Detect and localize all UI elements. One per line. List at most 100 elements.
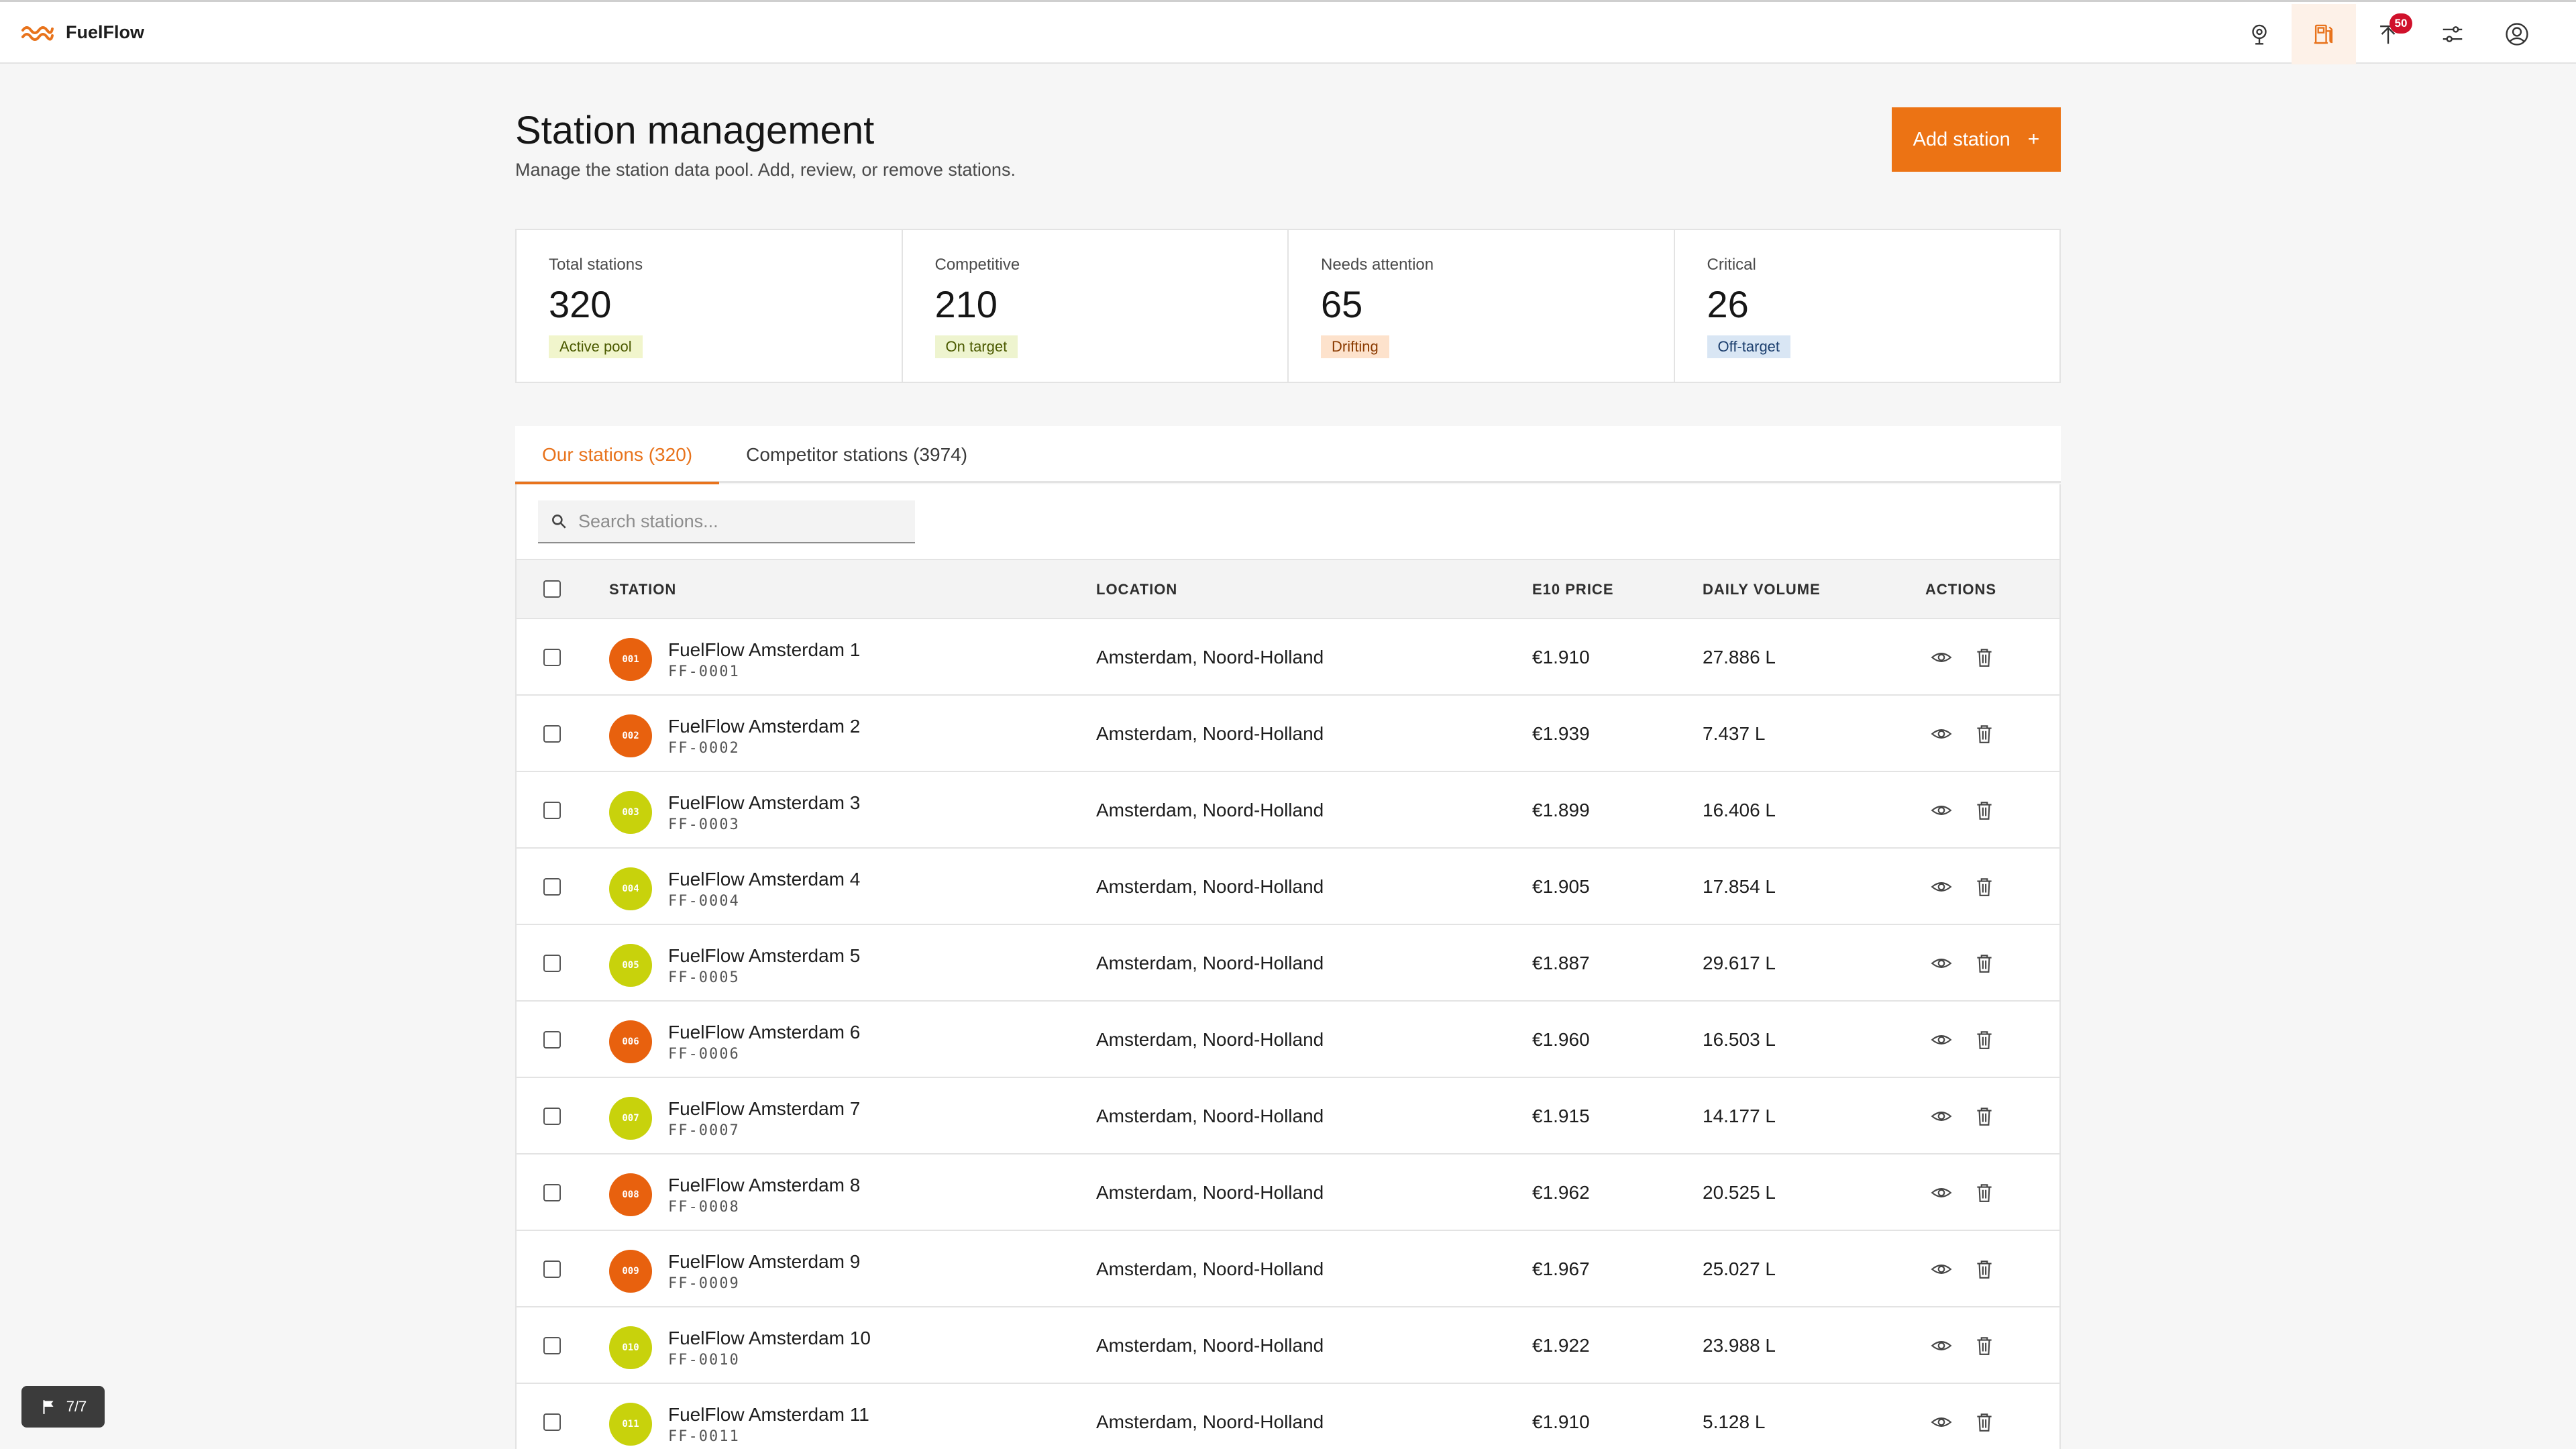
view-button[interactable] [1928,950,1955,977]
fuelflow-logo-icon [21,26,54,41]
map-button[interactable] [2227,4,2292,64]
table-row[interactable]: 006 FuelFlow Amsterdam 6 FF-0006 Amsterd… [517,1002,2059,1078]
delete-button[interactable] [1971,873,1998,900]
station-daily-volume: 20.525 L [1703,1182,1776,1203]
notifications-button[interactable]: 50 [2356,4,2420,64]
station-id: FF-0002 [668,740,740,757]
view-icon [1931,1112,1952,1121]
column-header-e10-price[interactable]: E10 PRICE [1532,581,1614,598]
view-icon [1931,1035,1952,1044]
notification-badge: 50 [2390,13,2412,34]
row-checkbox[interactable] [543,1184,561,1201]
table-row[interactable]: 008 FuelFlow Amsterdam 8 FF-0008 Amsterd… [517,1155,2059,1231]
row-checkbox[interactable] [543,649,561,666]
plus-icon: + [2027,128,2040,150]
top-bar: FuelFlow 50 [0,0,2576,64]
view-button[interactable] [1928,1256,1955,1283]
view-button[interactable] [1928,1179,1955,1206]
profile-button[interactable] [2485,4,2549,64]
row-checkbox[interactable] [543,1413,561,1431]
station-avatar: 006 [609,1020,652,1063]
station-avatar: 004 [609,867,652,910]
search-input[interactable] [578,511,900,532]
view-button[interactable] [1928,1103,1955,1130]
view-button[interactable] [1928,1026,1955,1053]
stations-button[interactable] [2292,4,2356,64]
delete-icon [1977,649,1992,667]
station-daily-volume: 16.503 L [1703,1029,1776,1050]
station-avatar: 008 [609,1173,652,1216]
station-id: FF-0004 [668,893,740,910]
delete-button[interactable] [1971,720,1998,747]
table-row[interactable]: 002 FuelFlow Amsterdam 2 FF-0002 Amsterd… [517,696,2059,772]
stat-tag: Off-target [1707,335,1791,358]
station-e10-price: €1.910 [1532,1411,1590,1432]
row-checkbox[interactable] [543,955,561,972]
station-name: FuelFlow Amsterdam 9 [668,1251,861,1272]
table-row[interactable]: 011 FuelFlow Amsterdam 11 FF-0011 Amster… [517,1384,2059,1449]
delete-button[interactable] [1971,1103,1998,1130]
delete-icon [1977,1184,1992,1202]
delete-button[interactable] [1971,1179,1998,1206]
user-icon [2506,23,2528,46]
brand[interactable]: FuelFlow [21,21,144,44]
tour-progress-label: 7/7 [66,1398,87,1415]
delete-button[interactable] [1971,1332,1998,1359]
settings-button[interactable] [2420,4,2485,64]
table-header: STATION LOCATION E10 PRICE DAILY VOLUME … [517,560,2059,619]
station-name: FuelFlow Amsterdam 2 [668,716,861,737]
station-id: FF-0001 [668,663,740,680]
station-id: FF-0010 [668,1352,740,1368]
view-icon [1931,1265,1952,1274]
station-location: Amsterdam, Noord-Holland [1096,1029,1324,1050]
delete-button[interactable] [1971,644,1998,671]
view-button[interactable] [1928,1332,1955,1359]
stat-total-stations: Total stations 320 Active pool [517,230,903,382]
column-header-location[interactable]: LOCATION [1096,581,1178,598]
column-header-station[interactable]: STATION [609,581,677,598]
column-header-daily-volume[interactable]: DAILY VOLUME [1703,581,1821,598]
station-daily-volume: 14.177 L [1703,1106,1776,1126]
delete-button[interactable] [1971,797,1998,824]
view-icon [1931,1341,1952,1350]
row-checkbox[interactable] [543,878,561,896]
row-checkbox[interactable] [543,802,561,819]
delete-button[interactable] [1971,1409,1998,1436]
station-e10-price: €1.905 [1532,876,1590,897]
table-row[interactable]: 005 FuelFlow Amsterdam 5 FF-0005 Amsterd… [517,925,2059,1002]
view-button[interactable] [1928,644,1955,671]
row-checkbox[interactable] [543,1108,561,1125]
row-checkbox[interactable] [543,1337,561,1354]
table-row[interactable]: 003 FuelFlow Amsterdam 3 FF-0003 Amsterd… [517,772,2059,849]
row-checkbox[interactable] [543,1031,561,1049]
station-e10-price: €1.960 [1532,1029,1590,1050]
row-checkbox[interactable] [543,725,561,743]
delete-button[interactable] [1971,1026,1998,1053]
station-id: FF-0011 [668,1428,740,1445]
station-daily-volume: 16.406 L [1703,800,1776,820]
delete-button[interactable] [1971,950,1998,977]
row-checkbox[interactable] [543,1260,561,1278]
station-location: Amsterdam, Noord-Holland [1096,1258,1324,1279]
view-button[interactable] [1928,1409,1955,1436]
tab-competitor-stations[interactable]: Competitor stations (3974) [746,443,968,465]
table-row[interactable]: 001 FuelFlow Amsterdam 1 FF-0001 Amsterd… [517,619,2059,696]
select-all-checkbox[interactable] [543,580,561,598]
tour-progress-button[interactable]: 7/7 [21,1386,105,1428]
station-id: FF-0005 [668,969,740,986]
table-row[interactable]: 010 FuelFlow Amsterdam 10 FF-0010 Amster… [517,1307,2059,1384]
add-station-button[interactable]: Add station + [1892,107,2061,172]
station-name: FuelFlow Amsterdam 3 [668,792,861,813]
view-button[interactable] [1928,797,1955,824]
station-e10-price: €1.922 [1532,1335,1590,1356]
station-e10-price: €1.939 [1532,723,1590,744]
station-id: FF-0006 [668,1046,740,1063]
tab-our-stations[interactable]: Our stations (320) [515,426,720,485]
table-row[interactable]: 004 FuelFlow Amsterdam 4 FF-0004 Amsterd… [517,849,2059,925]
view-button[interactable] [1928,873,1955,900]
table-row[interactable]: 007 FuelFlow Amsterdam 7 FF-0007 Amsterd… [517,1078,2059,1155]
view-button[interactable] [1928,720,1955,747]
delete-button[interactable] [1971,1256,1998,1283]
station-daily-volume: 17.854 L [1703,876,1776,897]
table-row[interactable]: 009 FuelFlow Amsterdam 9 FF-0009 Amsterd… [517,1231,2059,1307]
